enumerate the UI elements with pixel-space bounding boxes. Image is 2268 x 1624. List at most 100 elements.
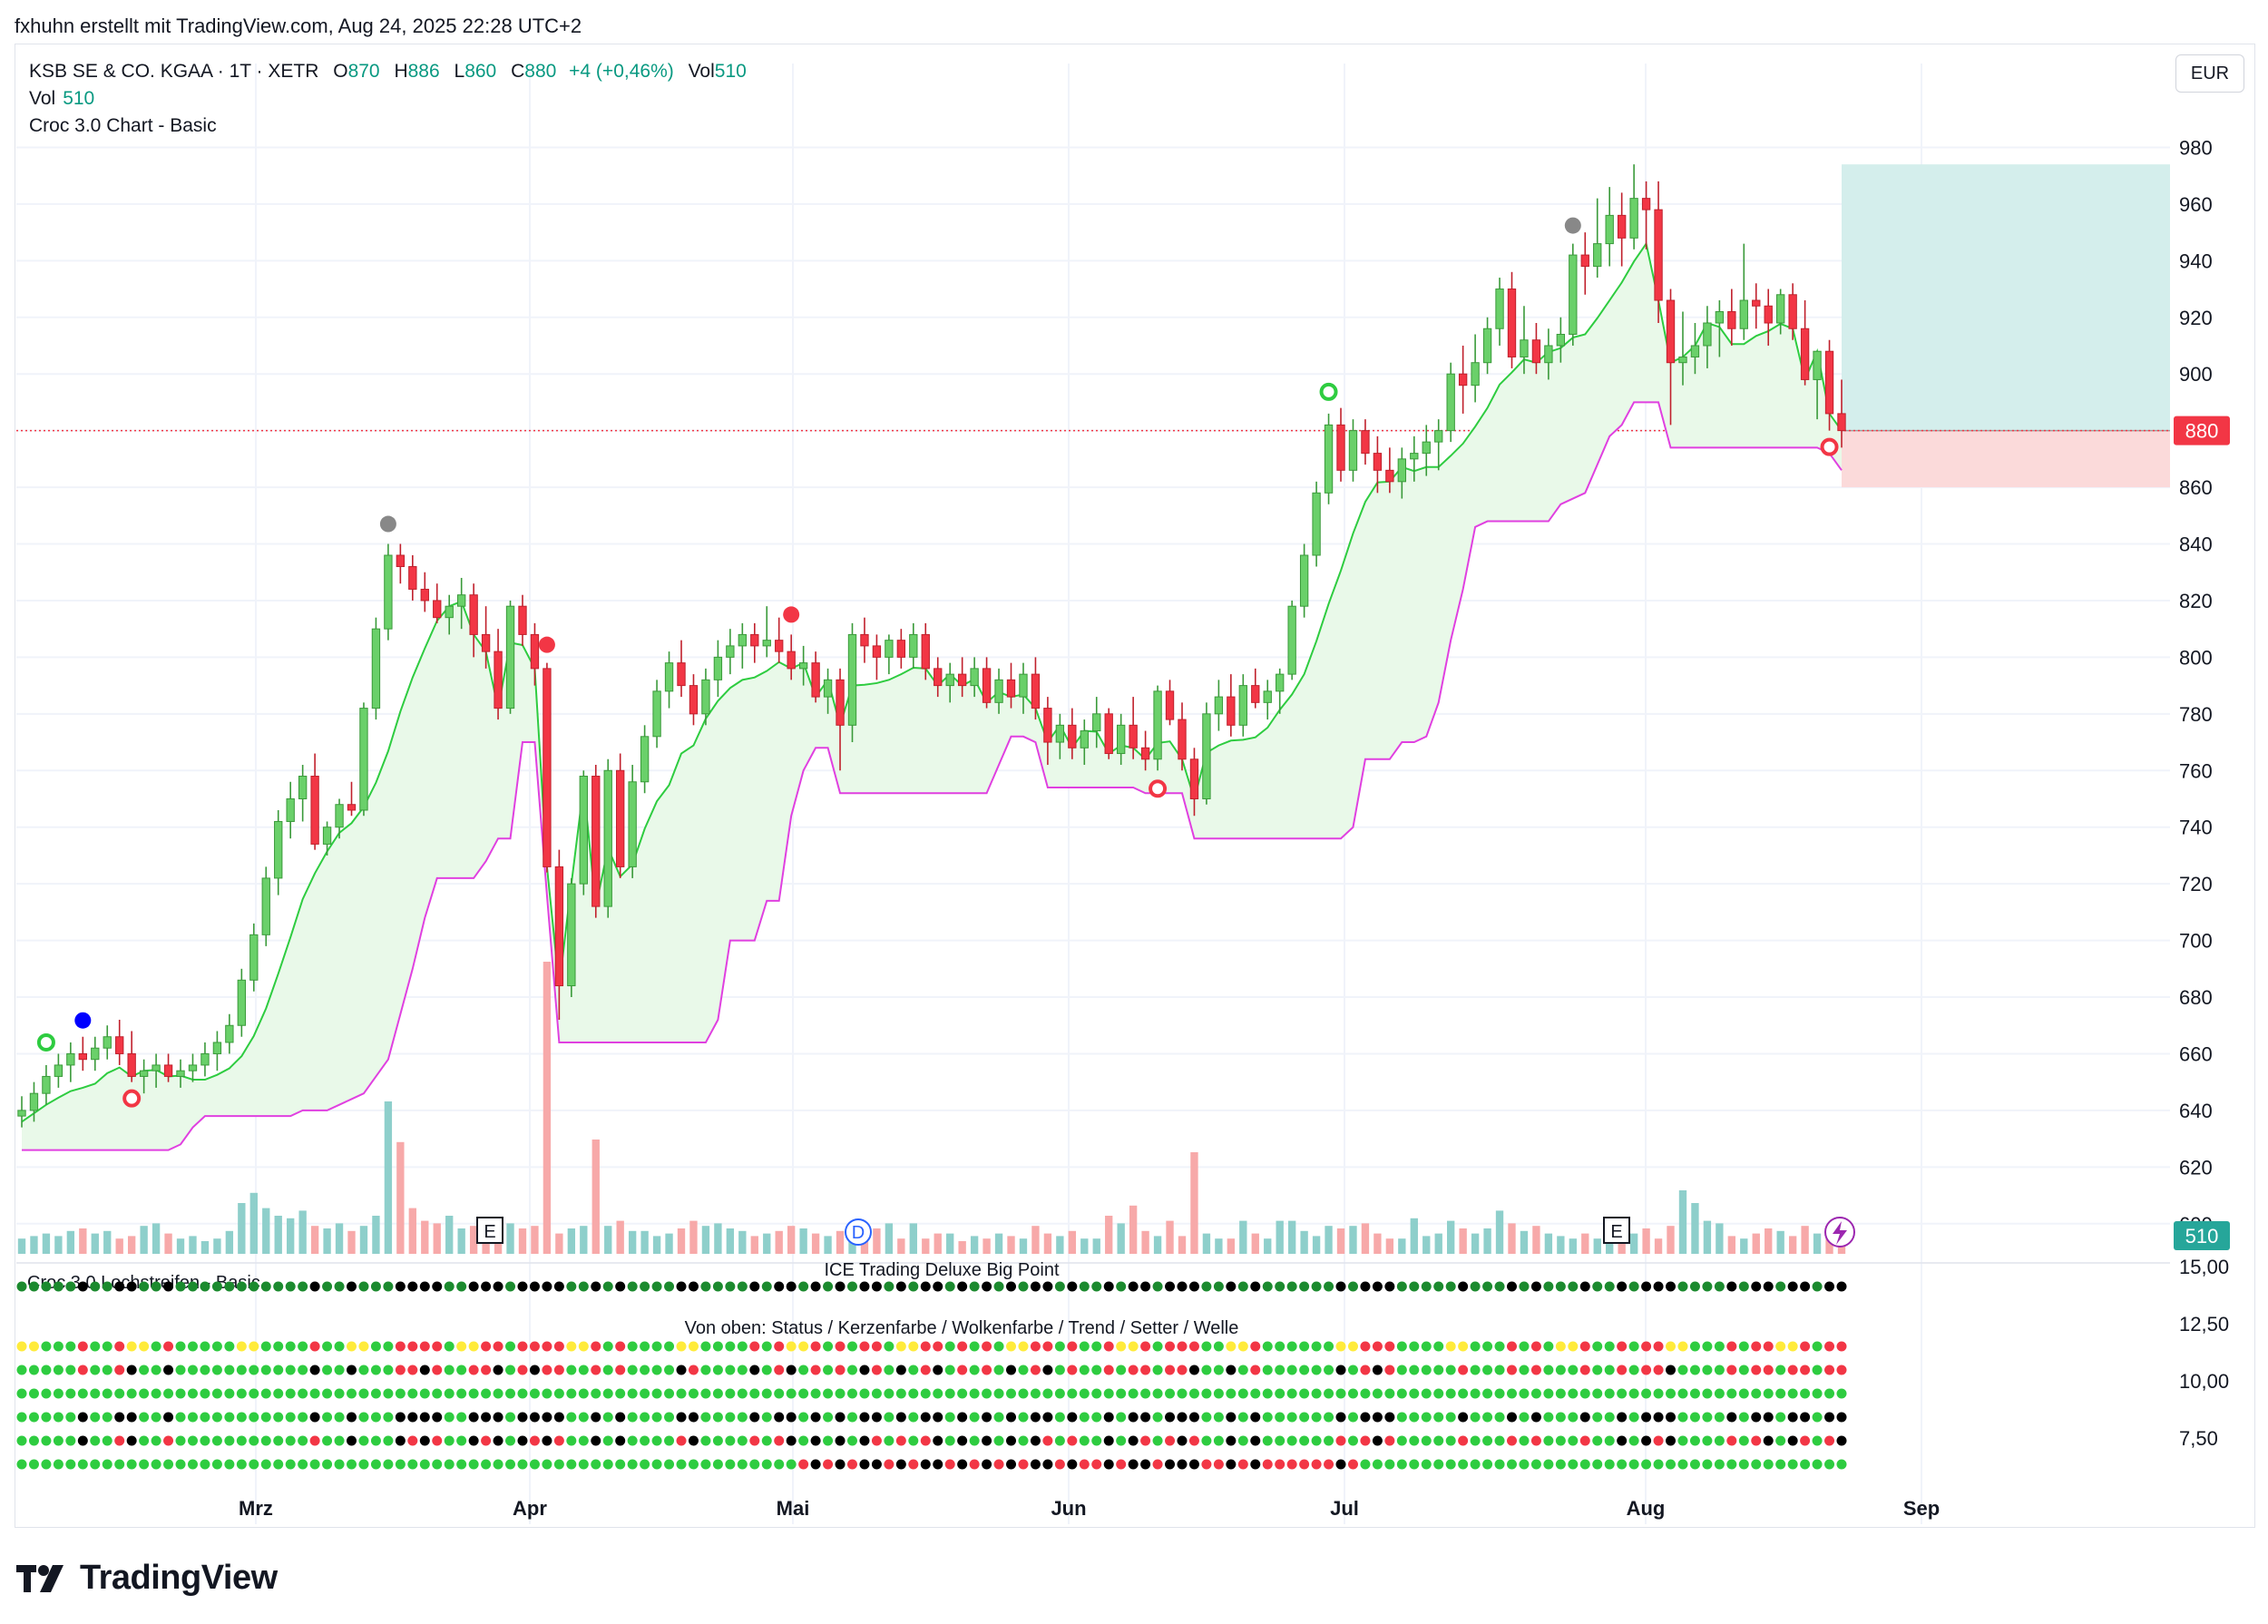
lochstreifen-dot	[1519, 1435, 1530, 1446]
lochstreifen-dot	[1213, 1281, 1224, 1292]
lochstreifen-dot	[664, 1281, 675, 1292]
lochstreifen-dot	[1628, 1341, 1639, 1352]
lochstreifen-dot	[163, 1365, 174, 1375]
lochstreifen-dot	[211, 1341, 222, 1352]
lochstreifen-dot	[664, 1459, 675, 1470]
volume-bar	[1544, 1233, 1553, 1254]
lochstreifen-dot	[1165, 1435, 1176, 1446]
lochstreifen-dot	[1128, 1281, 1139, 1292]
lochstreifen-dot	[1604, 1435, 1615, 1446]
lochstreifen-dot	[1506, 1365, 1517, 1375]
lochstreifen-dot	[1458, 1281, 1469, 1292]
lochstreifen-dot	[1116, 1435, 1127, 1446]
lochstreifen-dot	[493, 1435, 503, 1446]
lochstreifen-dot	[493, 1459, 503, 1470]
volume-bar	[189, 1236, 197, 1254]
lochstreifen-dot	[933, 1281, 943, 1292]
volume-bar	[1495, 1210, 1504, 1254]
lochstreifen-dot	[1433, 1388, 1444, 1399]
volume-bar	[1593, 1238, 1601, 1254]
lochstreifen-dot	[419, 1412, 430, 1423]
lochstreifen-dot	[712, 1459, 723, 1470]
lochstreifen-dot	[1677, 1281, 1688, 1292]
volume-bar	[897, 1238, 905, 1254]
lochstreifen-dot	[957, 1281, 968, 1292]
event-markers: E ED	[476, 1217, 1855, 1247]
lochstreifen-dot	[1030, 1281, 1041, 1292]
lochstreifen-dot	[273, 1459, 284, 1470]
lochstreifen-dot	[1543, 1435, 1554, 1446]
candle-body	[1824, 350, 1834, 415]
stop-zone	[1842, 430, 2170, 488]
lochstreifen-dot	[273, 1365, 284, 1375]
currency-button[interactable]: EUR	[2175, 54, 2244, 93]
lochstreifen-dot	[1335, 1365, 1346, 1375]
lochstreifen-dot	[298, 1341, 308, 1352]
volume-bar	[1581, 1233, 1589, 1254]
lochstreifen-dot	[1738, 1365, 1749, 1375]
lochstreifen-dot	[1324, 1412, 1334, 1423]
lochstreifen-dot	[114, 1435, 125, 1446]
lochstreifen-dot	[615, 1459, 626, 1470]
candle-body	[628, 781, 637, 867]
lochstreifen-dot	[1067, 1435, 1078, 1446]
lochstreifen-dot	[114, 1412, 125, 1423]
lochstreifen-dot	[1067, 1281, 1078, 1292]
candle-body	[970, 668, 979, 687]
legend-low: 860	[464, 61, 497, 82]
lochstreifen-dot	[884, 1341, 894, 1352]
volume-bar	[922, 1238, 930, 1254]
lochstreifen-dot	[1714, 1281, 1725, 1292]
lochstreifen-dot	[1421, 1388, 1432, 1399]
lochstreifen-dot	[810, 1388, 821, 1399]
lochstreifen-dot	[481, 1281, 492, 1292]
lochstreifen-dot	[102, 1341, 112, 1352]
lochstreifen-dot	[1482, 1388, 1493, 1399]
lochstreifen-dot	[1275, 1412, 1286, 1423]
legend-low-label: L	[454, 61, 465, 82]
lochstreifen-dot	[982, 1281, 992, 1292]
lochstreifen-dot	[1787, 1388, 1798, 1399]
lochstreifen-dot	[1494, 1435, 1505, 1446]
lochstreifen-dot	[481, 1459, 492, 1470]
lochstreifen-dot	[798, 1341, 809, 1352]
candles	[17, 164, 1846, 1128]
lochstreifen-dot	[835, 1412, 846, 1423]
lochstreifen-dot	[1579, 1435, 1590, 1446]
lochstreifen-dot	[1409, 1412, 1420, 1423]
lochstreifen-dot	[102, 1281, 112, 1292]
lochstreifen-dot	[1165, 1388, 1176, 1399]
lochstreifen-dot	[1360, 1281, 1371, 1292]
lochstreifen-dot	[102, 1412, 112, 1423]
lochstreifen-dot	[969, 1412, 980, 1423]
lochstreifen-dot	[1091, 1341, 1102, 1352]
lochstreifen-dot	[370, 1412, 381, 1423]
lochstreifen-dot	[1445, 1388, 1456, 1399]
time-tick-label: Mai	[777, 1497, 810, 1520]
lochstreifen-dot	[982, 1388, 992, 1399]
lochstreifen-dot	[347, 1388, 357, 1399]
volume-bar	[213, 1238, 221, 1254]
candle-body	[200, 1052, 210, 1066]
lochstreifen-dot	[358, 1412, 369, 1423]
price-tick-label: 840	[2179, 533, 2213, 556]
lochstreifen-dot	[28, 1412, 39, 1423]
lochstreifen-dot	[798, 1459, 809, 1470]
volume-bar	[1569, 1238, 1577, 1254]
lochstreifen-dot	[1702, 1365, 1713, 1375]
candle-body	[335, 804, 344, 828]
candle-body	[701, 679, 710, 715]
lochstreifen-dot	[908, 1388, 919, 1399]
lochstreifen-dot	[676, 1365, 687, 1375]
lochstreifen-dot	[1226, 1365, 1237, 1375]
lochstreifen-dot	[737, 1281, 748, 1292]
lochstreifen-dot	[712, 1341, 723, 1352]
lochstreifen-dot	[920, 1435, 931, 1446]
lochstreifen-dot	[823, 1281, 834, 1292]
lochstreifen-dot	[224, 1388, 235, 1399]
volume-bar	[750, 1236, 758, 1254]
lochstreifen-dot	[859, 1435, 870, 1446]
lochstreifen-dot	[700, 1412, 711, 1423]
lochstreifen-dot	[1360, 1341, 1371, 1352]
